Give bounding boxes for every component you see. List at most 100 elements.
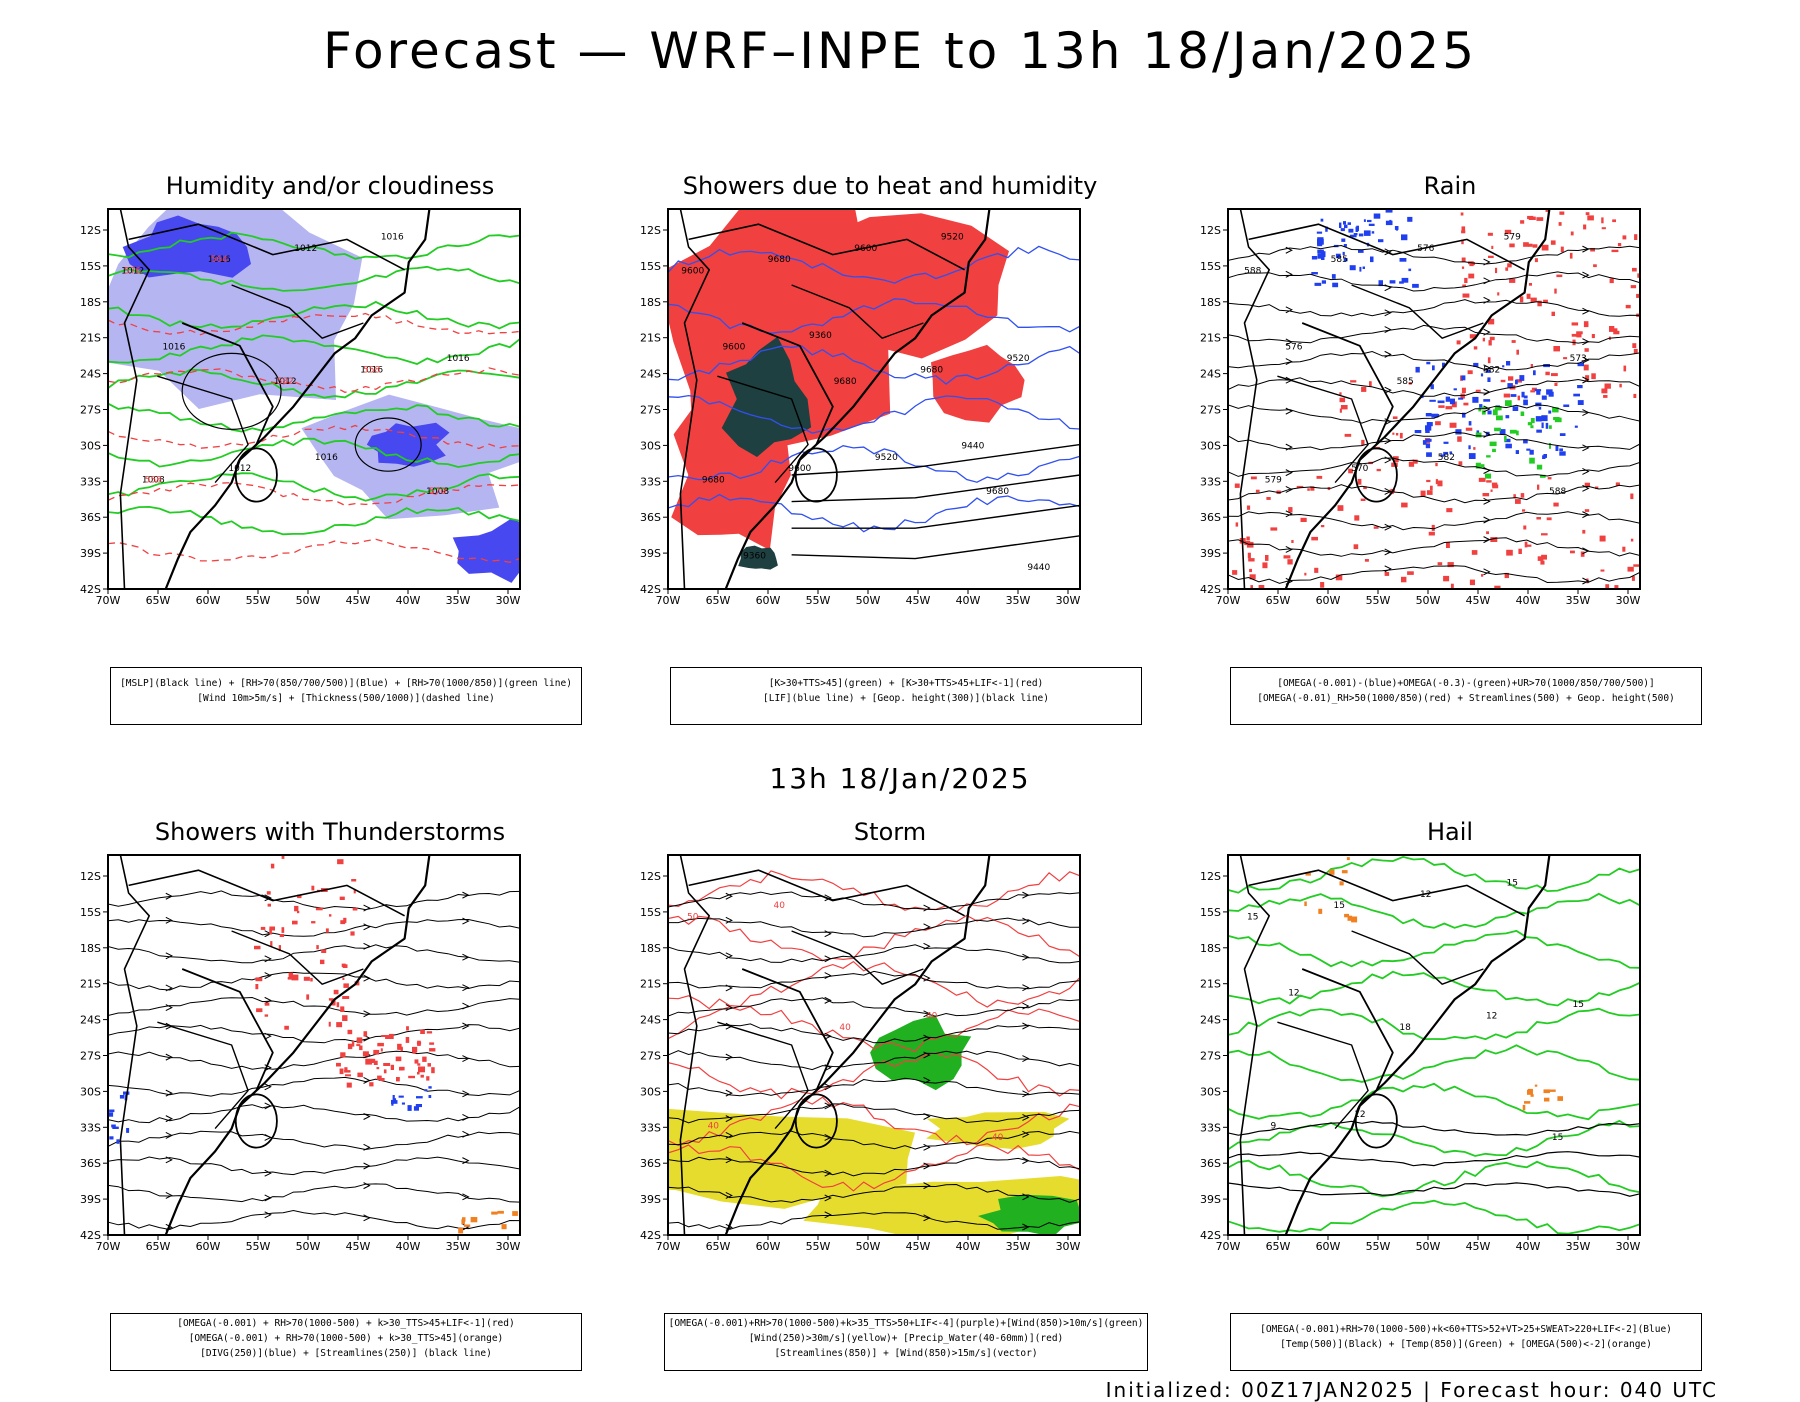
lon-label: 70W <box>96 594 121 607</box>
omega-rh-red-cell <box>1435 462 1438 467</box>
thunderstorm-red-cell <box>288 972 294 978</box>
streamline-arrow <box>165 1156 173 1164</box>
omega-rh-red-cell <box>1473 447 1476 450</box>
thunderstorm-red-cell <box>347 1029 353 1035</box>
lon-label: 35W <box>446 1240 471 1253</box>
lat-label: 39S <box>640 1193 661 1206</box>
streamline-arrow <box>264 972 272 980</box>
omega-rh-red-cell <box>1553 502 1559 507</box>
temp850-green-line <box>1228 1199 1640 1235</box>
omega-rh-red-cell <box>1590 248 1595 252</box>
state-border <box>231 930 364 985</box>
streamline-arrow <box>1483 328 1491 336</box>
thunderstorm-orange-cell <box>461 1219 465 1225</box>
omega-green-cell <box>1505 400 1512 406</box>
precip-water-red-line <box>668 1143 1080 1192</box>
geop-height-label: 9520 <box>1007 354 1030 364</box>
omega-rh-red-cell <box>1632 267 1637 272</box>
lon-label: 35W <box>1006 1240 1031 1253</box>
omega-rh-red-cell <box>1632 343 1637 348</box>
geop-height-label: 9680 <box>834 377 857 387</box>
lon-label: 30W <box>496 1240 521 1253</box>
thunderstorm-red-cell <box>287 977 294 980</box>
omega-blue-cell <box>1541 422 1544 429</box>
omega-blue-cell <box>1429 399 1436 402</box>
streamline-arrow <box>1384 523 1392 531</box>
omega-rh-red-cell <box>1310 486 1315 491</box>
omega-rh-red-cell <box>1446 542 1450 548</box>
divg-blue-cell <box>119 1095 125 1099</box>
lon-label: 60W <box>756 1240 781 1253</box>
omega-rh-red-cell <box>1450 583 1454 589</box>
lon-label: 30W <box>1616 1240 1641 1253</box>
coastline <box>1284 855 1551 1235</box>
streamline-arrow <box>1582 245 1590 253</box>
omega-rh-red-cell <box>1487 357 1491 364</box>
streamline-arrow <box>1285 546 1293 553</box>
omega-rh-red-cell <box>1497 292 1500 296</box>
omega-blue-cell <box>1538 407 1542 410</box>
omega-rh-red-cell <box>1401 576 1407 583</box>
omega-rh-red-cell <box>1543 299 1548 303</box>
streamline-arrow <box>1285 486 1293 493</box>
temp850-green-line <box>1228 1007 1640 1041</box>
streamline-arrow <box>1384 248 1392 256</box>
map-hail: 15 18 15 15 12 9 12 15 12 15 12 12S 15S 18S 21S 24S 27S 3… <box>1200 854 1641 1253</box>
omega-blue-cell <box>1341 238 1346 242</box>
thunderstorm-red-cell <box>408 1075 415 1079</box>
thunderstorm-red-cell <box>269 926 275 931</box>
omega-green-cell <box>1504 435 1507 442</box>
lon-label: 55W <box>246 1240 271 1253</box>
geop-height-label: 9440 <box>1027 563 1050 573</box>
streamline-arrow <box>1022 1113 1030 1121</box>
lat-label: 12S <box>1200 870 1221 883</box>
omega-rh-red-cell <box>1605 584 1610 589</box>
streamline-arrow <box>264 1169 272 1177</box>
andes-border <box>1239 855 1270 1235</box>
thickness-label: 558 <box>363 365 380 375</box>
streamline-arrow <box>824 1169 832 1177</box>
omega-rh-red-cell <box>1504 229 1512 235</box>
temp850-green-line <box>1228 970 1640 1007</box>
omega-blue-cell <box>1468 445 1471 450</box>
omega-rh-red-cell <box>1457 436 1462 442</box>
thunderstorm-red-cell <box>270 863 275 869</box>
streamline-arrow <box>462 917 470 925</box>
lif-blue-line <box>668 493 1080 533</box>
legend-line: [OMEGA(-0.001) + RH>70(1000-500) + k>30_… <box>177 1318 515 1329</box>
state-border <box>128 223 405 271</box>
omega-blue-cell <box>1431 413 1439 418</box>
geop-height-label: 9600 <box>854 244 877 254</box>
omega-blue-cell <box>1468 421 1472 426</box>
divg-blue-cell <box>393 1098 397 1104</box>
omega-blue-cell <box>1394 226 1399 230</box>
omega-blue-cell <box>1349 265 1356 271</box>
streamline-arrow <box>264 1102 272 1110</box>
thunderstorm-red-cell <box>278 945 281 952</box>
lat-label: 36S <box>640 511 661 524</box>
lon-label: 50W <box>856 594 881 607</box>
country-border <box>717 375 809 484</box>
lat-label: 18S <box>1200 296 1221 309</box>
streamline-850 <box>668 1130 1080 1150</box>
omega-blue-cell <box>1555 446 1559 451</box>
temp850-green-line <box>1228 1044 1640 1083</box>
streamline-arrow <box>1285 510 1293 518</box>
omega-blue-cell <box>1546 389 1553 395</box>
omega-rh-red-cell <box>1519 296 1524 303</box>
thunderstorm-red-cell <box>397 1046 403 1050</box>
omega-blue-cell <box>1526 448 1531 451</box>
omega-rh-red-cell <box>1571 333 1579 337</box>
omega-rh-red-cell <box>1530 364 1533 368</box>
omega-blue-cell <box>1316 231 1323 234</box>
andes-border <box>679 855 710 1235</box>
omega-rh-red-cell <box>1340 405 1348 410</box>
omega-rh-red-cell <box>1576 332 1582 338</box>
omega-rh-red-cell <box>1487 232 1493 236</box>
geop-500-label: 576 <box>1417 244 1434 254</box>
omega-rh-red-cell <box>1357 478 1362 485</box>
omega-blue-cell <box>1348 228 1354 233</box>
omega-rh-red-cell <box>1600 569 1605 572</box>
lon-label: 45W <box>346 594 371 607</box>
omega-rh-red-cell <box>1288 507 1293 513</box>
